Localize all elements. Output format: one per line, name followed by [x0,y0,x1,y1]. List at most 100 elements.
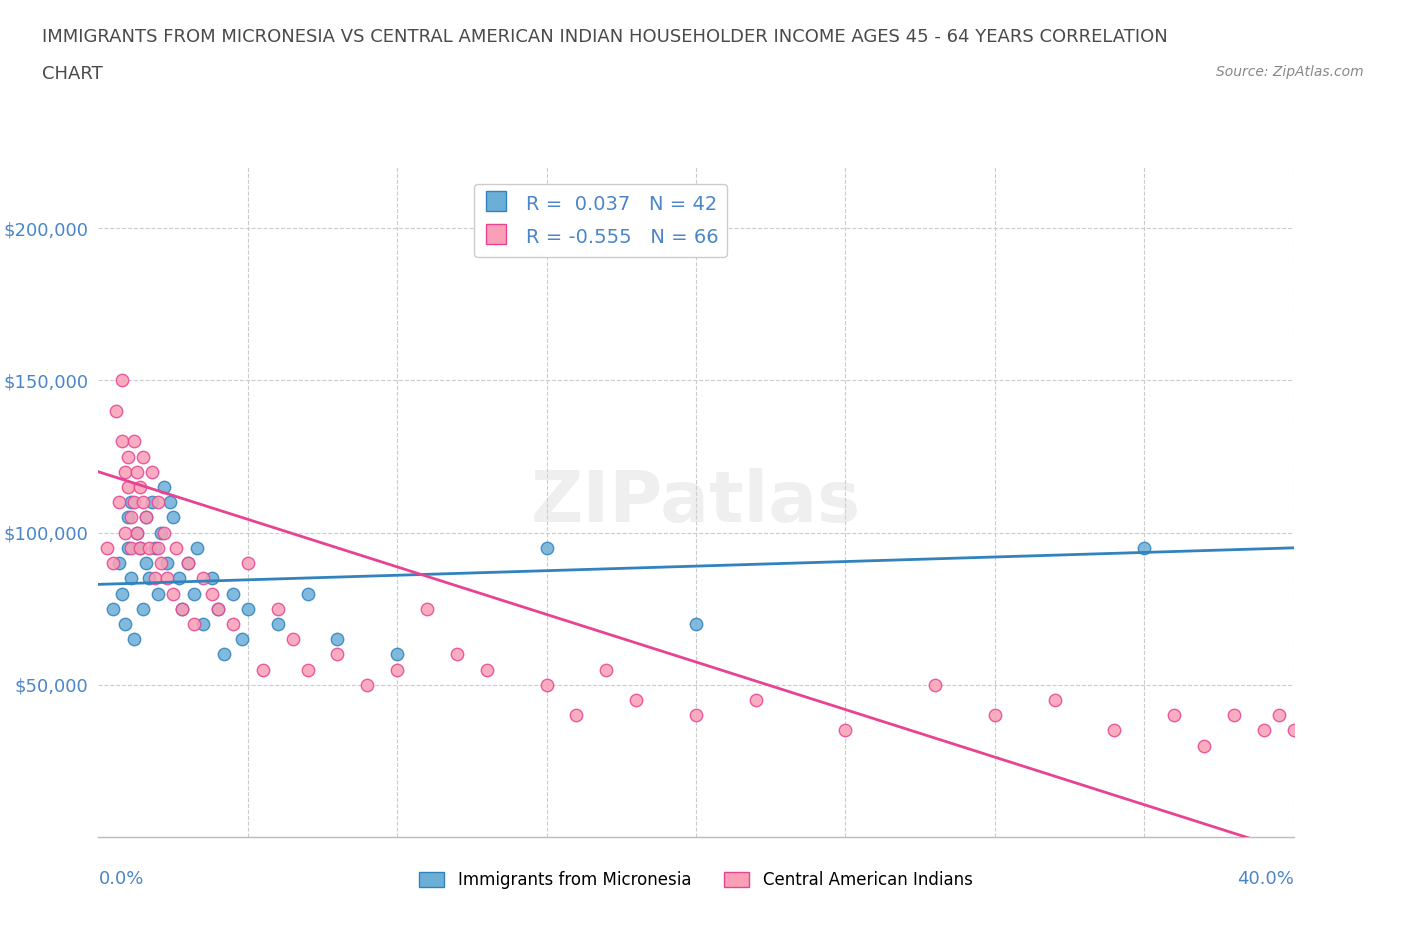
Point [162,586,184,601]
Point [117,510,139,525]
Point [536,540,558,555]
Point [191,617,214,631]
Point [124,495,146,510]
Point [267,617,290,631]
Point [565,708,588,723]
Point [117,480,139,495]
Point [111,434,134,449]
Point [297,662,319,677]
Point [148,540,170,555]
Point [108,555,131,570]
Text: 0.0%: 0.0% [98,870,143,887]
Point [120,540,142,555]
Point [1104,723,1126,737]
Point [1223,708,1246,723]
Point [356,677,378,692]
Point [114,464,136,479]
Text: Source: ZipAtlas.com: Source: ZipAtlas.com [1216,65,1364,79]
Point [191,571,214,586]
Point [120,510,142,525]
Point [148,495,170,510]
Point [120,571,142,586]
Point [834,723,856,737]
Point [745,693,768,708]
Point [924,677,946,692]
Point [165,540,187,555]
Point [326,631,349,646]
Point [297,586,319,601]
Point [103,555,125,570]
Point [183,586,205,601]
Text: ZIPatlas: ZIPatlas [531,468,860,537]
Point [416,602,439,617]
Point [201,571,224,586]
Point [222,586,245,601]
Point [120,495,142,510]
Point [141,495,163,510]
Point [111,586,134,601]
Point [127,525,149,540]
Point [212,647,235,662]
Text: CHART: CHART [42,65,103,83]
Point [159,495,181,510]
Point [624,693,647,708]
Point [1267,708,1289,723]
Point [114,525,136,540]
Point [1192,738,1215,753]
Text: 40.0%: 40.0% [1237,870,1294,887]
Point [135,510,157,525]
Point [222,617,245,631]
Point [326,647,349,662]
Point [141,464,163,479]
Point [1163,708,1185,723]
Point [236,555,259,570]
Point [186,540,208,555]
Point [231,631,253,646]
Point [475,662,498,677]
Point [201,586,224,601]
Point [177,555,200,570]
Point [129,480,152,495]
Point [172,602,194,617]
Point [129,540,152,555]
Point [1282,723,1305,737]
Point [150,555,173,570]
Point [135,510,157,525]
Point [281,631,304,646]
Point [1043,693,1066,708]
Point [135,555,157,570]
Point [685,617,707,631]
Point [103,602,125,617]
Point [685,708,707,723]
Point [124,631,146,646]
Point [156,571,179,586]
Point [252,662,274,677]
Point [156,555,179,570]
Point [1253,723,1275,737]
Point [138,571,160,586]
Point [385,662,409,677]
Point [96,540,118,555]
Point [153,480,176,495]
Point [117,540,139,555]
Point [183,617,205,631]
Point [117,449,139,464]
Point [114,617,136,631]
Point [132,449,155,464]
Point [105,404,128,418]
Point [127,464,149,479]
Point [446,647,468,662]
Text: IMMIGRANTS FROM MICRONESIA VS CENTRAL AMERICAN INDIAN HOUSEHOLDER INCOME AGES 45: IMMIGRANTS FROM MICRONESIA VS CENTRAL AM… [42,28,1168,46]
Point [138,540,160,555]
Point [1133,540,1156,555]
Point [162,510,184,525]
Point [983,708,1005,723]
Legend: Immigrants from Micronesia, Central American Indians: Immigrants from Micronesia, Central Amer… [412,864,980,896]
Point [129,540,152,555]
Point [172,602,194,617]
Point [127,525,149,540]
Point [148,586,170,601]
Point [595,662,617,677]
Point [143,540,166,555]
Point [267,602,290,617]
